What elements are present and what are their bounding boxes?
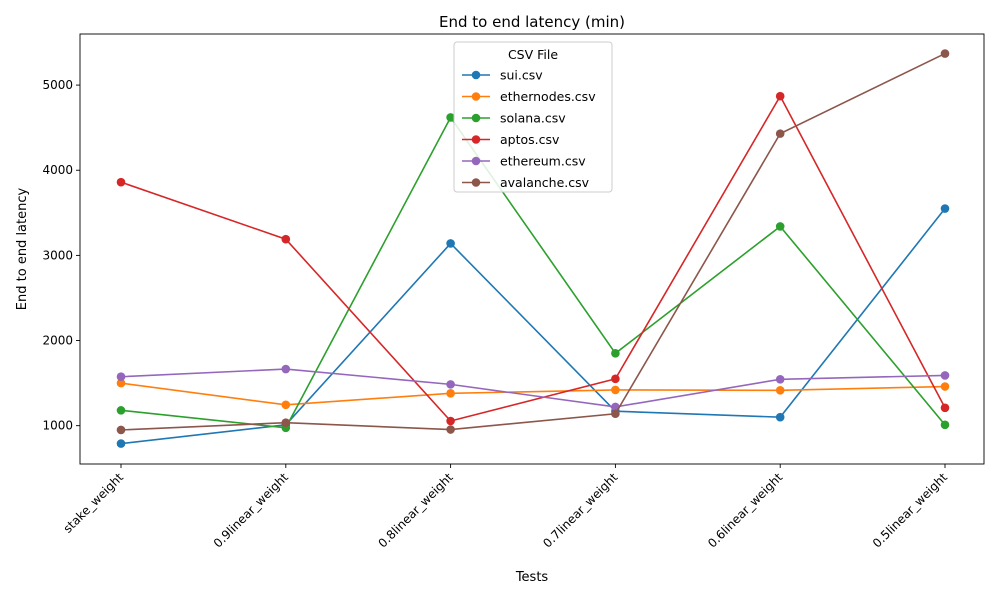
series-line (120, 382, 946, 406)
data-point (775, 374, 785, 384)
data-point (116, 372, 126, 382)
data-point (940, 420, 950, 430)
legend-swatch-marker (471, 70, 481, 80)
data-point (446, 239, 455, 248)
x-axis-label: Tests (515, 570, 549, 585)
data-point (611, 385, 620, 395)
data-point (446, 416, 455, 426)
legend-swatch-marker (471, 156, 481, 166)
series-line (120, 368, 946, 408)
data-point (116, 406, 126, 415)
y-axis: 1000 2000 3000 4000 5000 (42, 78, 80, 433)
data-point (116, 378, 126, 388)
y-tick-label: 3000 (42, 248, 73, 262)
data-point (775, 91, 785, 101)
x-tick-label: 0.6linear_weight (705, 470, 785, 550)
y-tick-label: 1000 (42, 419, 73, 433)
legend-entry-label: aptos.csv (500, 132, 560, 147)
legend-entry-label: avalanche.csv (500, 175, 590, 190)
series-line (120, 94, 946, 422)
legend-title: CSV File (508, 47, 558, 62)
data-point (775, 412, 785, 422)
data-point (281, 418, 291, 428)
data-point (775, 386, 785, 395)
data-point (446, 389, 455, 398)
legend-entry-label: ethereum.csv (500, 154, 586, 169)
legend-swatch-marker (471, 113, 481, 123)
series-line (120, 208, 946, 445)
y-tick-label: 2000 (42, 334, 73, 348)
data-point (775, 129, 785, 138)
x-tick-label: 0.8linear_weight (375, 470, 455, 550)
data-point (116, 439, 126, 448)
x-tick-label: 0.9linear_weight (211, 470, 291, 550)
legend-swatch-marker (471, 135, 481, 144)
data-point (940, 204, 950, 213)
data-point (446, 380, 455, 389)
legend: CSV File sui.csv ethernodes.csv solana.csv a… (453, 41, 613, 193)
data-point (611, 409, 620, 419)
plot-frame (79, 33, 985, 465)
data-point (281, 400, 291, 410)
data-point (940, 371, 950, 380)
series-line (120, 115, 946, 429)
data-point (116, 177, 126, 187)
legend-swatch-marker (471, 178, 481, 187)
data-point (611, 374, 620, 384)
data-point (446, 425, 455, 434)
data-point (775, 222, 785, 231)
x-tick-label: stake_weight (61, 470, 127, 536)
x-axis: stake_weight 0.9linear_weight 0.8linear_we… (61, 464, 950, 550)
y-tick-label: 4000 (42, 163, 73, 177)
data-point (446, 113, 455, 122)
series-layer (116, 49, 950, 448)
legend-entry-label: ethernodes.csv (500, 89, 596, 104)
chart-title: End to end latency (min) (439, 13, 625, 31)
y-tick-label: 5000 (42, 78, 73, 92)
data-point (611, 349, 620, 358)
legend-entry-label: sui.csv (500, 68, 543, 83)
legend-swatch-marker (471, 92, 481, 101)
x-tick-label: 0.7linear_weight (540, 470, 620, 550)
data-point (940, 382, 950, 391)
series-line (120, 52, 946, 431)
data-point (281, 364, 291, 374)
data-point (116, 425, 126, 435)
data-point (940, 49, 950, 58)
legend-box (453, 41, 613, 193)
y-axis-label: End to end latency (15, 188, 30, 311)
data-point (940, 403, 950, 413)
x-tick-label: 0.5linear_weight (870, 470, 950, 550)
legend-entry-label: solana.csv (500, 111, 566, 126)
data-point (281, 234, 291, 244)
